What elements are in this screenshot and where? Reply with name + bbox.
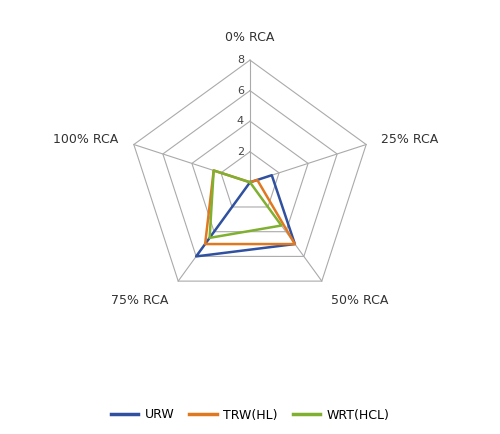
Text: 50% RCA: 50% RCA [331, 294, 388, 307]
Text: 75% RCA: 75% RCA [112, 294, 169, 307]
Text: 4: 4 [237, 116, 244, 126]
Text: 25% RCA: 25% RCA [382, 133, 438, 146]
Legend: URW, TRW(HL), WRT(HCL): URW, TRW(HL), WRT(HCL) [104, 402, 396, 428]
Text: 0% RCA: 0% RCA [226, 31, 274, 44]
Text: 2: 2 [237, 147, 244, 157]
Text: 6: 6 [237, 85, 244, 95]
Text: 100% RCA: 100% RCA [54, 133, 118, 146]
Text: 8: 8 [237, 55, 244, 65]
